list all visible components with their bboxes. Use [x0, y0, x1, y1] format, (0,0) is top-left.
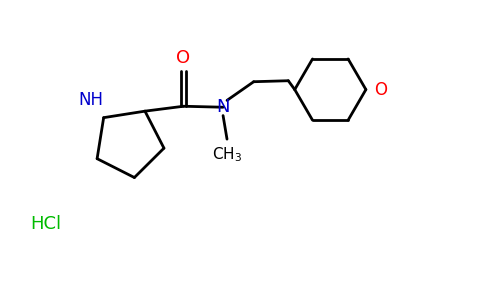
Text: O: O	[177, 49, 191, 67]
Text: CH$_3$: CH$_3$	[212, 145, 242, 164]
Text: NH: NH	[79, 91, 104, 109]
Text: O: O	[374, 81, 387, 99]
Text: N: N	[216, 98, 230, 116]
Text: HCl: HCl	[30, 214, 61, 232]
